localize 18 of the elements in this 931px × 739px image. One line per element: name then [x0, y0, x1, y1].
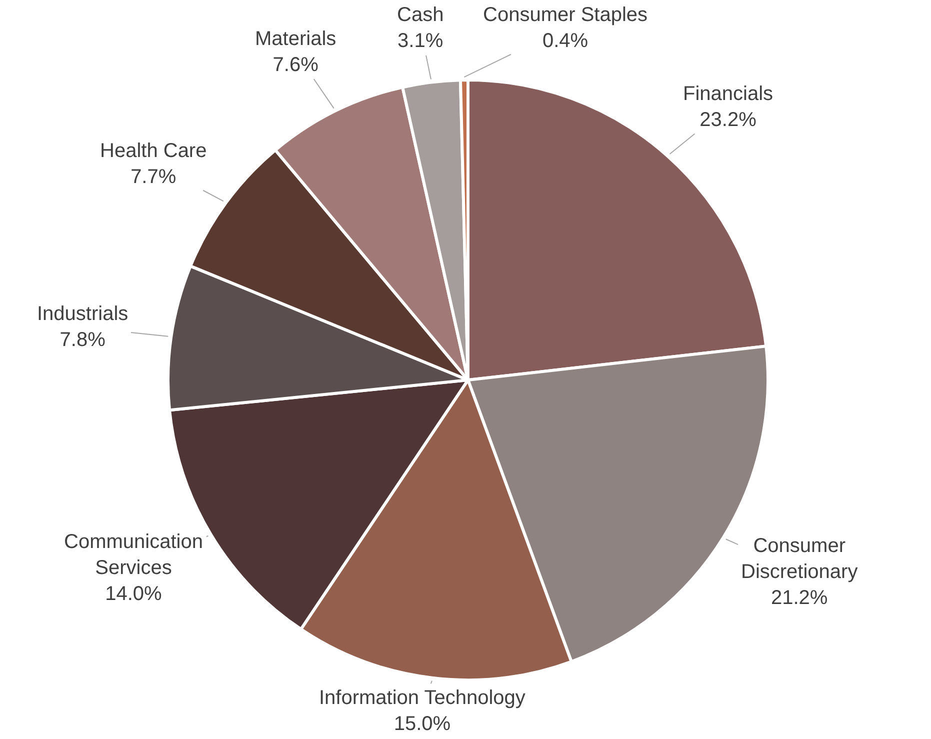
slice-label: Cash	[397, 4, 444, 26]
slice-label: Industrials	[37, 303, 128, 325]
slice-label: Health Care	[100, 140, 207, 162]
slice-label: Consumer Staples	[483, 4, 648, 26]
slice-label: Financials	[683, 83, 774, 105]
data-label: 14.0%	[105, 583, 162, 605]
data-label: 15.0%	[394, 713, 451, 735]
data-label: 23.2%	[700, 109, 757, 131]
slice-label: Consumer Discretionary	[741, 535, 858, 583]
data-label: 0.4%	[542, 30, 588, 52]
slice-label: Information Technology	[319, 687, 526, 709]
slice-label: Materials	[255, 28, 336, 50]
data-label: 7.6%	[272, 54, 319, 76]
data-label: 3.1%	[398, 30, 444, 52]
slice-label: Communication Services	[64, 531, 203, 579]
data-label: 7.7%	[130, 166, 176, 188]
data-label: 7.8%	[60, 329, 106, 351]
data-label: 21.2%	[770, 587, 828, 609]
